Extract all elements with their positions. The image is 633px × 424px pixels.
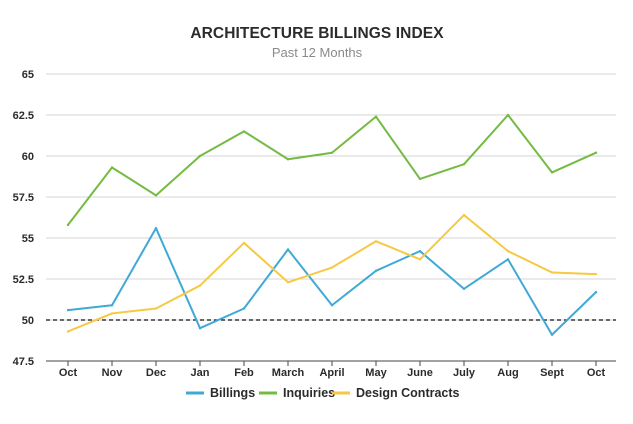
data-point [154,307,158,310]
series-line [67,227,597,336]
grid [46,73,616,321]
y-tick-label: 62.5 [13,110,34,122]
data-point [198,327,202,330]
data-point [286,248,290,251]
data-point [154,226,158,230]
chart-subtitle: Past 12 Months [272,45,363,60]
data-point [286,281,290,284]
data-point [418,177,422,181]
data-point [242,241,246,245]
data-point [506,249,510,253]
series-lines [66,113,598,336]
x-tick-label: July [453,367,476,379]
legend-label: Design Contracts [356,386,460,400]
data-point [550,171,554,174]
data-point [462,163,466,166]
x-tick-label: Nov [102,367,124,379]
data-point [594,272,598,276]
data-point [330,304,334,307]
x-tick-label: Oct [587,367,606,379]
x-tick-label: Oct [59,367,78,379]
data-point [374,240,378,243]
data-point [66,223,70,227]
data-point [506,113,510,117]
data-point [66,330,70,333]
data-point [242,130,246,133]
data-point [242,307,246,310]
data-point [418,258,422,261]
x-tick-labels: Oct Nov Dec Jan Feb March April May June July Aug S… [59,367,606,379]
x-tick-label: June [407,367,433,379]
data-point [330,266,334,269]
y-tick-label: 47.5 [13,356,34,368]
data-point [418,249,422,253]
data-point [198,154,202,158]
data-point [66,308,70,312]
series-design-contracts [66,213,598,333]
x-tick-label: April [319,367,344,379]
series-billings [66,226,598,336]
y-tick-label: 52.5 [13,274,34,286]
y-tick-labels: 47.5 50 52.5 55 57.5 60 62.5 65 [13,69,34,368]
x-tick-label: Sept [540,367,564,379]
legend-label: Billings [210,386,255,400]
data-point [110,312,114,315]
x-tick-label: March [272,367,305,379]
data-point [550,333,554,336]
data-point [330,151,334,154]
data-point [594,290,598,294]
series-inquiries [66,113,598,227]
y-tick-label: 60 [22,151,34,163]
y-tick-label: 55 [22,233,34,245]
y-tick-label: 57.5 [13,192,34,204]
data-point [110,166,114,169]
data-point [110,304,114,307]
data-point [286,158,290,161]
legend-item: Billings [186,386,255,400]
chart-title: ARCHITECTURE BILLINGS INDEX [190,25,444,42]
data-point [462,213,466,217]
legend-item: Inquiries [259,386,335,400]
legend-item: Design Contracts [332,386,460,400]
data-point [154,194,158,197]
x-tick-label: Dec [146,367,166,379]
axes [46,360,616,366]
y-tick-label: 50 [22,315,34,327]
data-point [594,151,598,154]
data-point [506,258,510,261]
data-point [374,115,378,118]
series-line [67,114,597,226]
x-tick-label: May [365,367,387,379]
legend-label: Inquiries [283,386,335,400]
x-tick-label: Aug [497,367,518,379]
y-tick-label: 65 [22,69,34,81]
data-point [550,271,554,274]
data-point [462,287,466,291]
x-tick-label: Jan [191,367,210,379]
x-tick-label: Feb [234,367,254,379]
data-point [374,269,378,272]
data-point [198,284,202,287]
legend: Billings Inquiries Design Contracts [186,386,460,400]
